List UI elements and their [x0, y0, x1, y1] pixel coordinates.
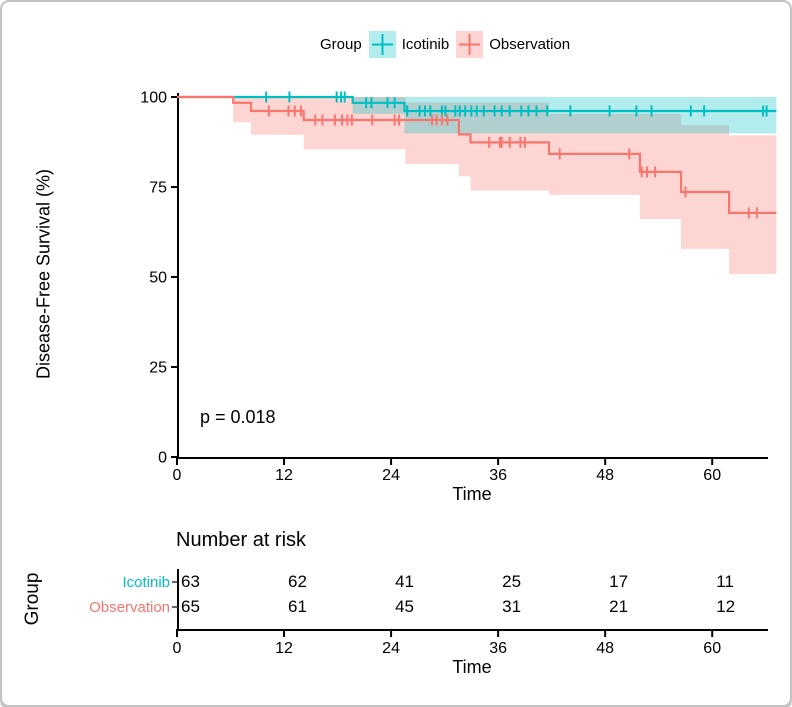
legend-item-observation: Observation: [456, 30, 571, 58]
p-value-annotation: p = 0.018: [200, 407, 276, 427]
y-tick-label: 50: [149, 270, 167, 287]
legend-label-icotinib: Icotinib: [401, 35, 450, 53]
confidence-band-observation: [233, 97, 777, 275]
risk-x-tick-label: 24: [382, 640, 400, 657]
legend-label-observation: Observation: [489, 35, 571, 53]
risk-table-title: Number at risk: [176, 529, 307, 551]
risk-count: 63: [181, 572, 200, 591]
confidence-band-icotinib: [352, 97, 777, 134]
observation-censor-cross-icon: [456, 30, 484, 58]
risk-count: 65: [181, 597, 200, 616]
y-tick-label: 0: [158, 450, 167, 467]
censor-ticks-observation: [267, 105, 758, 219]
risk-x-tick-label: 60: [703, 640, 721, 657]
risk-x-tick-label: 12: [275, 640, 293, 657]
risk-count: 12: [716, 597, 735, 616]
x-axis-title: Time: [452, 484, 492, 504]
x-tick-label: 60: [703, 467, 721, 484]
risk-count: 17: [609, 572, 628, 591]
risk-table-x-axis-title: Time: [452, 657, 492, 677]
x-tick-label: 24: [382, 467, 400, 484]
km-curve-observation: [177, 95, 777, 214]
risk-count: 25: [502, 572, 521, 591]
km-curve-icotinib: [177, 95, 777, 113]
risk-count: 62: [288, 572, 307, 591]
risk-count: 21: [609, 597, 628, 616]
risk-count: 11: [716, 572, 734, 591]
y-tick-label: 100: [140, 90, 167, 107]
risk-row-label-observation: Observation: [89, 599, 170, 616]
risk-row-label-icotinib: Icotinib: [122, 574, 170, 591]
risk-x-tick-label: 36: [489, 640, 507, 657]
legend-swatch-svg: [368, 30, 396, 58]
y-tick-label: 75: [149, 180, 167, 197]
x-tick-label: 0: [173, 467, 182, 484]
legend: Group Icotinib Observation: [320, 29, 570, 59]
risk-count: 41: [395, 572, 414, 591]
y-axis-title: Disease-Free Survival (%): [33, 168, 54, 380]
icotinib-censor-cross-icon: [368, 30, 396, 58]
y-tick-label: 25: [149, 360, 167, 377]
risk-count: 61: [288, 597, 307, 616]
risk-count: 31: [502, 597, 521, 616]
risk-x-tick-label: 48: [596, 640, 614, 657]
risk-x-tick-label: 0: [173, 640, 182, 657]
x-tick-label: 12: [275, 467, 293, 484]
risk-count: 45: [395, 597, 414, 616]
x-tick-label: 36: [489, 467, 507, 484]
legend-swatch-svg: [456, 30, 484, 58]
x-tick-label: 48: [596, 467, 614, 484]
legend-item-icotinib: Icotinib: [368, 30, 450, 58]
legend-title: Group: [320, 35, 362, 53]
risk-table-group-label: Group: [22, 572, 43, 626]
